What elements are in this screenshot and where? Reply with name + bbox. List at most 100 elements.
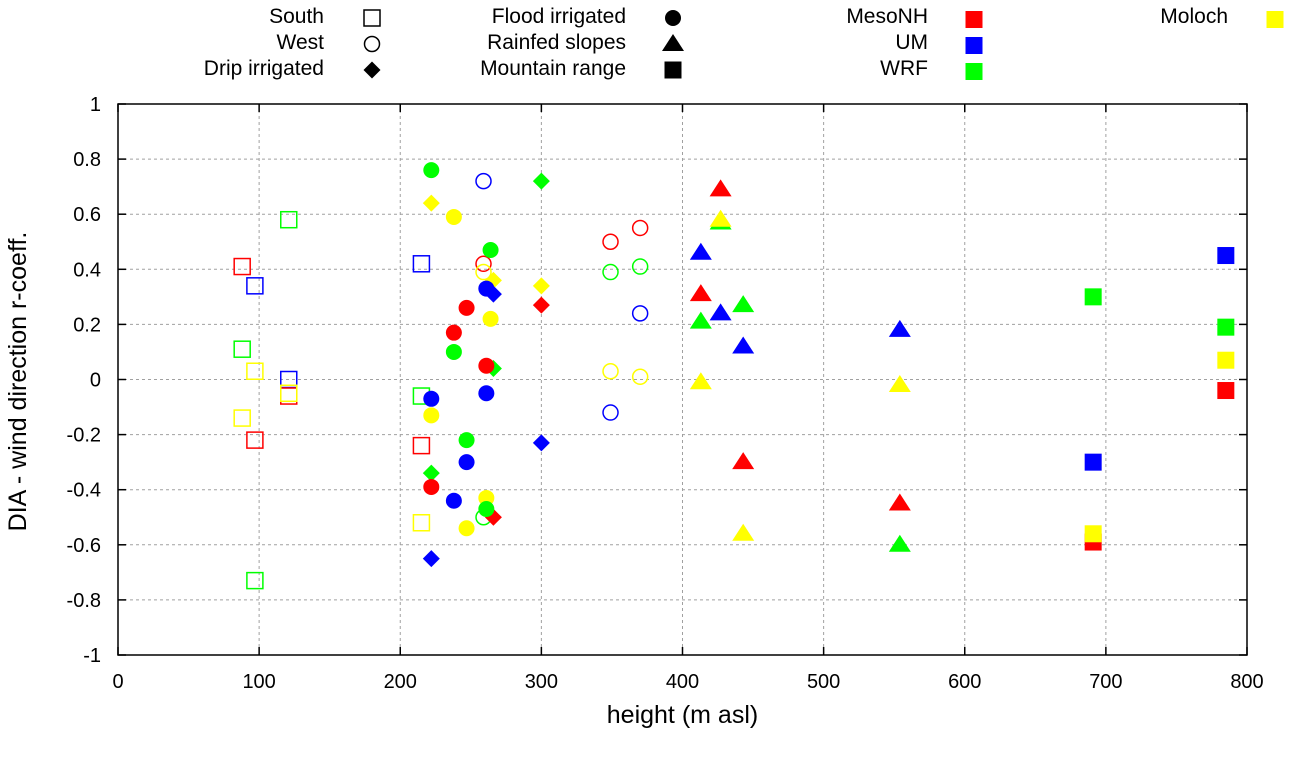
legend-label: Moloch [1160, 5, 1228, 28]
x-axis-title: height (m asl) [607, 701, 758, 729]
data-point [1084, 525, 1102, 543]
y-tick-label: -0.8 [67, 590, 101, 612]
data-point [732, 336, 755, 354]
data-point [445, 492, 462, 509]
y-tick-label: 0.2 [73, 314, 101, 336]
data-point [1217, 247, 1235, 265]
x-tick-label: 800 [1230, 671, 1263, 693]
x-tick-label: 700 [1089, 671, 1122, 693]
legend-label: West [277, 31, 325, 54]
y-tick-label: 1 [90, 94, 101, 116]
data-point [532, 434, 550, 452]
data-point [423, 478, 440, 495]
data-point [732, 523, 755, 541]
data-point [532, 172, 550, 190]
data-point [732, 452, 755, 470]
data-point [280, 210, 298, 229]
legend-color-swatch [1266, 11, 1284, 28]
data-point [888, 319, 911, 337]
data-point [412, 436, 431, 455]
data-point [445, 208, 462, 225]
data-point [482, 310, 499, 327]
legend-marker [665, 10, 681, 26]
legend-label: Mountain range [480, 57, 626, 80]
data-point [458, 432, 475, 449]
legend-label: Drip irrigated [204, 57, 324, 80]
legend: South West Drip irrigated Flood irrigated Ra… [204, 5, 1284, 80]
legend-label: Flood irrigated [492, 5, 626, 28]
x-tick-label: 0 [112, 671, 123, 693]
data-point [631, 219, 649, 237]
x-tick-label: 200 [384, 671, 417, 693]
y-tick-label: 0.6 [73, 204, 101, 226]
legend-marker [662, 34, 684, 51]
legend-marker [363, 9, 381, 27]
data-point [445, 343, 462, 360]
x-tick-label: 300 [525, 671, 558, 693]
y-axis-title: DIA - wind direction r-coeff. [4, 232, 32, 532]
x-tick-label: 500 [807, 671, 840, 693]
y-tick-label: 0.8 [73, 149, 101, 171]
data-point [602, 263, 619, 281]
series-flood-irrigated [423, 162, 499, 537]
data-point [422, 464, 440, 482]
y-tick-label: -0.2 [67, 425, 101, 447]
data-point [475, 263, 492, 281]
data-point [458, 299, 475, 316]
data-point [422, 550, 440, 568]
legend-color-swatch [965, 37, 983, 54]
legend-label: WRF [880, 57, 928, 80]
data-point [246, 362, 264, 380]
legend-label: MesoNH [846, 5, 928, 28]
data-point [478, 500, 495, 517]
data-point [631, 368, 649, 385]
data-point [888, 534, 911, 552]
legend-label: South [269, 5, 324, 28]
x-tick-label: 100 [242, 671, 275, 693]
data-point [458, 520, 475, 537]
legend-label: Rainfed slopes [487, 31, 626, 54]
data-point [709, 179, 732, 197]
data-point [689, 372, 712, 390]
legend-label: UM [895, 31, 928, 54]
y-tick-label: -0.6 [67, 535, 101, 557]
data-point [478, 280, 495, 297]
data-point [888, 375, 911, 393]
data-point [602, 233, 619, 250]
data-point [482, 242, 499, 259]
data-point [458, 454, 475, 471]
data-point [412, 255, 431, 273]
data-point [233, 257, 251, 276]
data-point [1084, 288, 1102, 306]
data-point [888, 493, 911, 511]
data-point [602, 404, 619, 421]
data-point [423, 407, 440, 424]
data-point [631, 258, 649, 275]
data-point [423, 390, 440, 407]
series-south [233, 210, 431, 590]
y-tick-label: -1 [83, 645, 101, 667]
data-point [475, 172, 492, 190]
data-point [1217, 351, 1235, 369]
data-point [478, 489, 495, 506]
axis-ticks: 0 100 200 300 400 500 600 700 80010.80.60.40.20-… [67, 94, 1264, 693]
series-rainfed-slopes [689, 179, 911, 552]
data-point [412, 514, 431, 532]
grid [118, 104, 1247, 655]
legend-color-swatch [965, 11, 983, 28]
data-point [631, 305, 649, 322]
legend-marker [664, 61, 682, 79]
data-point [233, 409, 251, 427]
data-point [732, 295, 755, 313]
data-point [423, 162, 440, 179]
data-point [1217, 382, 1235, 400]
data-point [602, 362, 619, 380]
x-tick-label: 400 [666, 671, 699, 693]
data-point [246, 431, 264, 449]
y-tick-label: 0.4 [73, 259, 101, 281]
data-point [246, 571, 264, 590]
legend-marker [363, 61, 381, 79]
data-point [689, 284, 712, 302]
data-point [709, 303, 732, 321]
